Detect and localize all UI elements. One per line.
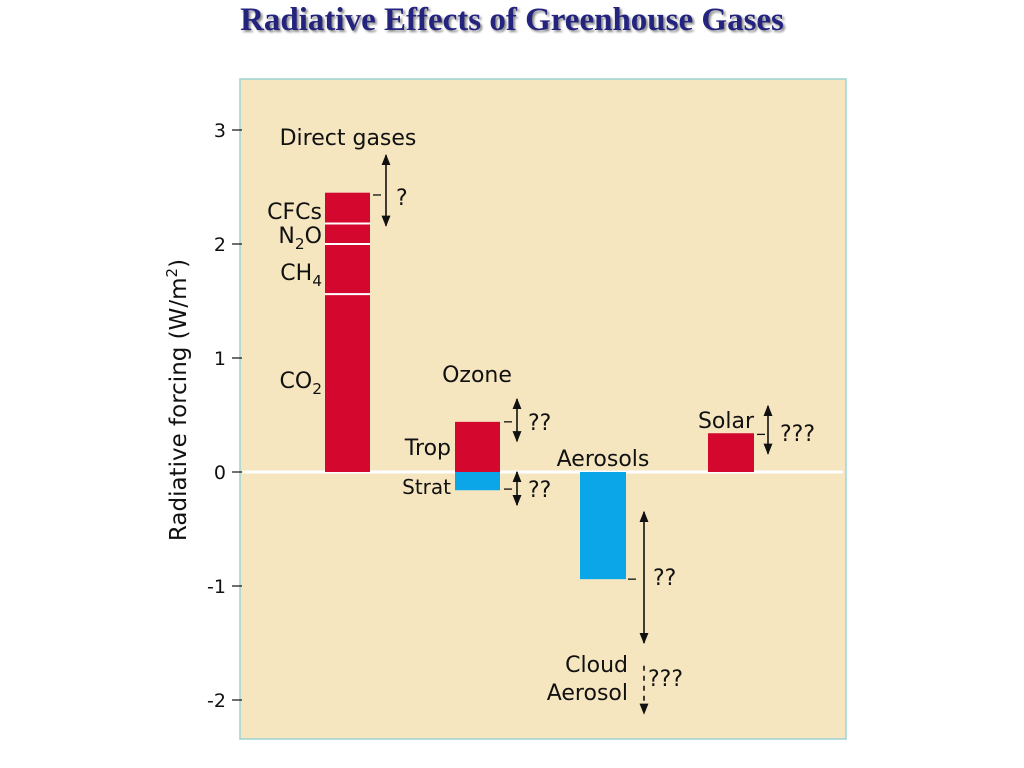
- label-co2: CO2: [280, 369, 322, 398]
- strat-uncertainty: ??: [528, 478, 551, 503]
- bar-solar: [708, 433, 754, 472]
- label-n2o: N2O: [278, 224, 322, 253]
- bar-cfcs: [325, 192, 370, 224]
- y-tick-label: 1: [214, 348, 226, 370]
- y-tick-label: 3: [214, 120, 226, 142]
- bar-ch4: [325, 244, 370, 295]
- bar-co2: [325, 294, 370, 472]
- label-cfcs: CFCs: [267, 200, 322, 225]
- aerosols-label: Aerosols: [557, 447, 650, 472]
- y-axis-label: Radiative forcing (W/m2): [163, 259, 192, 541]
- label-ch4: CH4: [280, 261, 322, 290]
- cloud-aerosol-uncertainty: ???: [648, 667, 683, 692]
- bar-ozone-trop: [455, 421, 500, 472]
- bar-aerosols: [580, 472, 626, 580]
- trop-label: Trop: [404, 436, 451, 461]
- aerosols-uncertainty: ??: [653, 566, 676, 591]
- direct-gases-uncertainty: ?: [396, 186, 408, 211]
- slide-title: Radiative Effects of Greenhouse Gases: [240, 2, 784, 38]
- direct-gases-label: Direct gases: [280, 126, 417, 151]
- ozone-label: Ozone: [442, 363, 512, 388]
- y-tick-label: -1: [207, 576, 226, 598]
- bar-ozone-strat: [455, 472, 500, 491]
- y-tick-label: -2: [207, 690, 226, 712]
- trop-uncertainty: ??: [528, 411, 551, 436]
- solar-label: Solar: [698, 409, 755, 434]
- aerosol-sub-label: Aerosol: [547, 681, 628, 706]
- cloud-label: Cloud: [565, 653, 628, 678]
- y-tick-label: 0: [214, 462, 226, 484]
- bar-n2o: [325, 223, 370, 244]
- y-tick-label: 2: [214, 234, 226, 256]
- strat-label: Strat: [402, 475, 451, 499]
- solar-uncertainty: ???: [780, 422, 815, 447]
